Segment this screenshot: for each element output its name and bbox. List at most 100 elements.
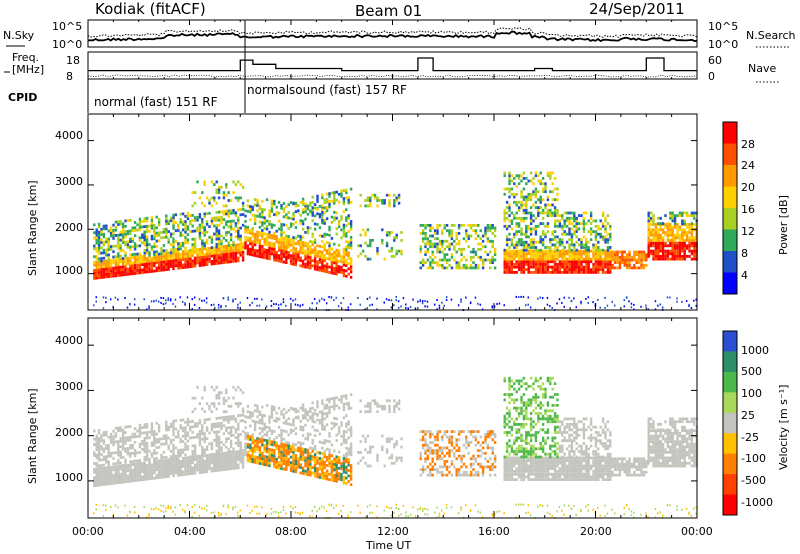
velocity-cell [160, 462, 163, 466]
power-cell [321, 269, 324, 273]
power-cell [270, 226, 274, 229]
power-cell [522, 177, 526, 180]
power-cell [306, 263, 310, 267]
power-cell [237, 256, 240, 260]
power-cell [337, 192, 341, 196]
power-cell [544, 268, 547, 272]
power-cell [508, 265, 511, 269]
power-cell [510, 174, 514, 178]
power-cell [563, 232, 566, 236]
power-cell [537, 252, 540, 256]
power-cell [323, 206, 326, 210]
power-cell [323, 243, 326, 247]
velocity-cell [203, 448, 206, 452]
power-cell [618, 258, 622, 262]
power-cell [196, 259, 199, 262]
velocity-cell [143, 478, 146, 481]
power-cell [520, 238, 523, 241]
power-cell [213, 254, 216, 258]
velocity-cell [268, 426, 271, 430]
power-cell [421, 258, 425, 262]
power-cell [383, 301, 385, 304]
power-cell [558, 219, 562, 223]
power-cell [381, 228, 384, 232]
velocity-cell [306, 462, 310, 466]
velocity-cell [270, 440, 274, 444]
velocity-cell [141, 464, 144, 468]
power-cell [280, 257, 283, 261]
power-cell [321, 253, 324, 257]
power-cell [100, 241, 103, 244]
power-cell [316, 197, 319, 201]
power-cell [529, 219, 533, 223]
power-cell [95, 300, 97, 303]
power-cell [198, 229, 202, 232]
power-cell [133, 256, 137, 259]
velocity-cell [261, 443, 264, 447]
velocity-cell [189, 420, 192, 424]
velocity-cell [153, 508, 155, 511]
power-cell [325, 302, 328, 305]
power-cell [568, 296, 570, 299]
power-cell [539, 271, 542, 274]
power-cell [570, 238, 574, 241]
power-cell [136, 252, 139, 256]
power-cell [683, 249, 686, 253]
velocity-cell [321, 460, 324, 464]
power-cell [597, 260, 600, 264]
power-cell [97, 276, 101, 280]
power-cell [493, 234, 497, 238]
power-cell [105, 248, 108, 252]
power-cell [282, 260, 286, 264]
velocity-cell [215, 469, 218, 472]
velocity-cell [205, 402, 209, 405]
velocity-cell [306, 418, 310, 422]
power-cell [205, 238, 209, 242]
velocity-cell [119, 429, 122, 432]
power-cell [172, 216, 175, 220]
power-cell [587, 257, 590, 261]
power-cell [455, 234, 458, 238]
power-cell [393, 204, 396, 208]
velocity-cell [157, 440, 161, 444]
velocity-cell [133, 465, 137, 469]
velocity-cell [167, 425, 170, 429]
velocity-cell [217, 457, 221, 461]
power-cell [342, 261, 346, 264]
power-cell [635, 250, 638, 254]
velocity-cell [162, 470, 166, 473]
power-cell [575, 271, 578, 274]
velocity-cell [275, 436, 278, 439]
power-cell [198, 237, 202, 240]
power-cell [652, 236, 655, 240]
power-cell [169, 262, 173, 266]
power-cell [539, 182, 542, 186]
power-cell [640, 263, 643, 267]
power-cell [544, 190, 547, 194]
velocity-cell [285, 512, 287, 515]
power-cell [349, 244, 353, 247]
power-cell [325, 217, 329, 221]
power-cell [393, 193, 396, 197]
power-cell [436, 299, 438, 301]
power-cell [570, 248, 574, 252]
power-cell [441, 232, 444, 235]
power-cell [671, 257, 674, 261]
power-cell [179, 255, 182, 259]
velocity-cell [318, 432, 322, 436]
power-cell [268, 236, 271, 239]
power-cell [419, 224, 422, 227]
power-cell [563, 255, 566, 258]
power-cell [275, 235, 278, 238]
power-cell [678, 228, 682, 232]
power-cell [335, 256, 338, 260]
velocity-cell [301, 466, 305, 470]
power-cell [505, 227, 509, 231]
velocity-cell [251, 446, 254, 450]
power-cell [208, 235, 211, 239]
power-cell [472, 250, 475, 254]
power-cell [155, 231, 158, 235]
velocity-cell [143, 506, 145, 508]
velocity-cell [313, 455, 317, 459]
velocity-cell [277, 447, 281, 451]
